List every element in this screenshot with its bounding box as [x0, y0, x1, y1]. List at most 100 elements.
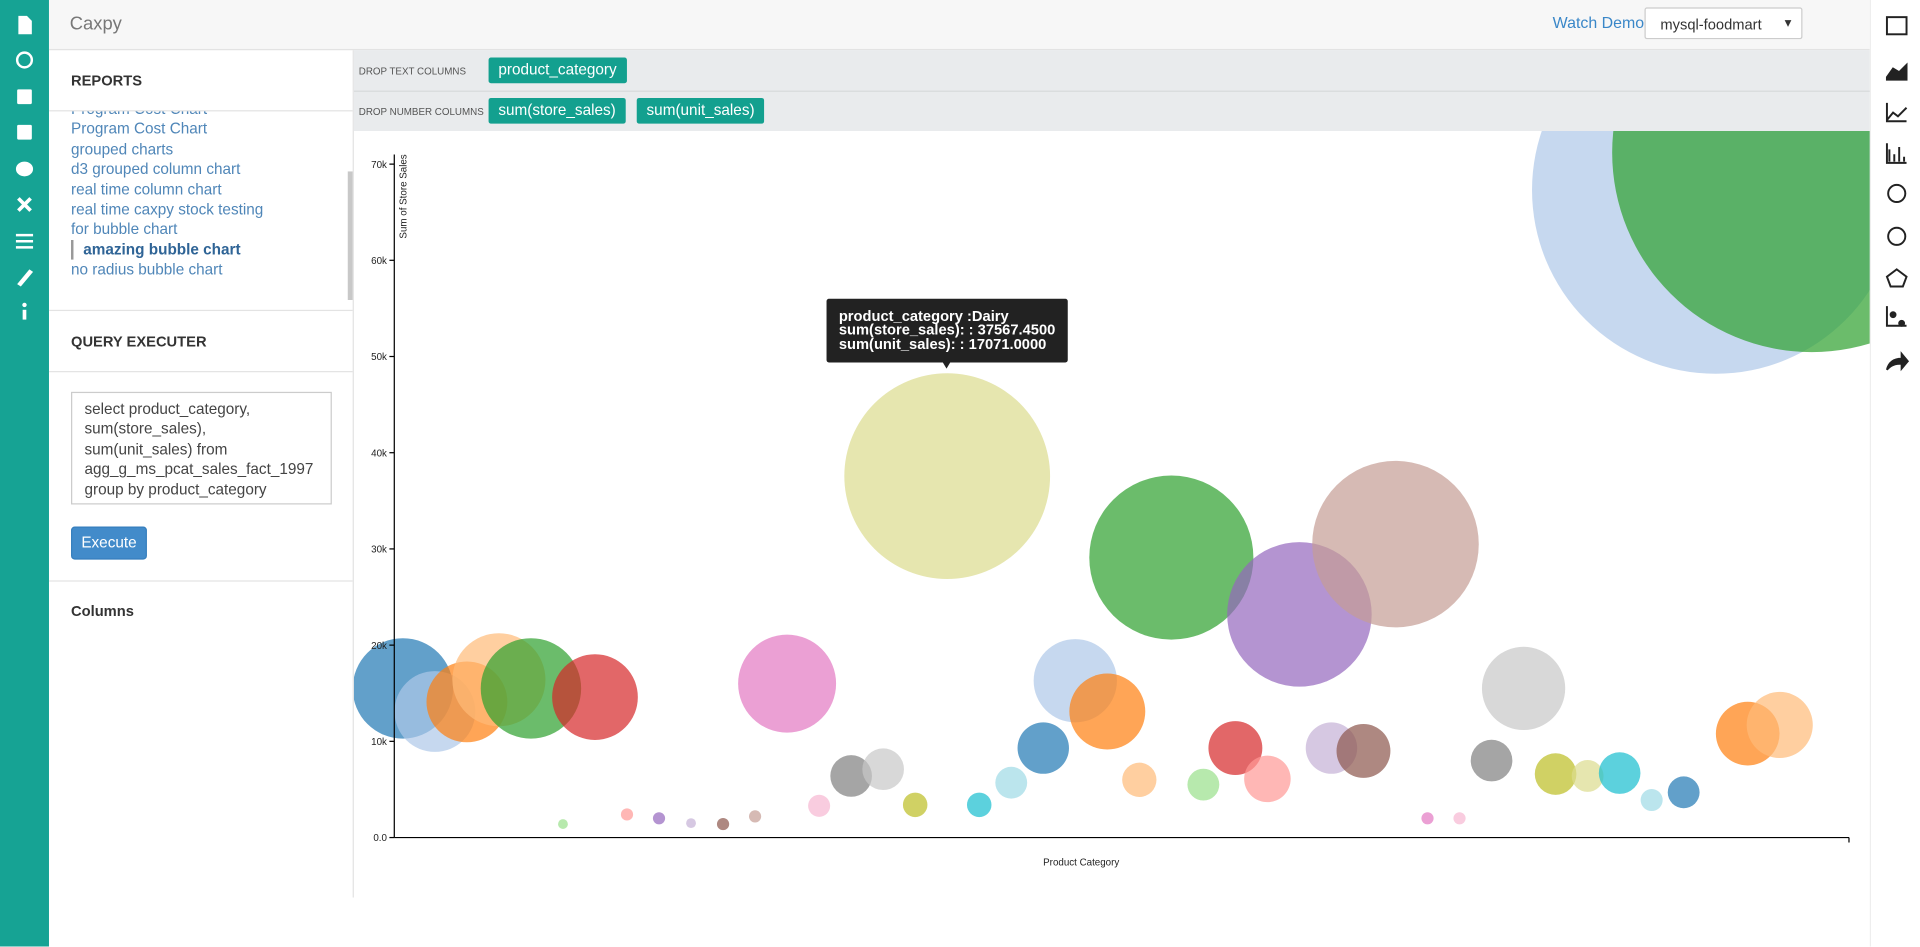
- divider: [48, 110, 353, 112]
- bubble: [844, 373, 1051, 579]
- top-bar: Caxpy Watch Demo mysql-foodmart: [48, 0, 1870, 51]
- bubble: [1667, 776, 1700, 809]
- y-tick-label: 10k: [371, 737, 387, 748]
- report-link[interactable]: real time column chart: [71, 180, 222, 198]
- y-tick-label: 30k: [371, 545, 387, 556]
- bubble: [686, 818, 696, 829]
- x-axis-label: Product Category: [1043, 858, 1119, 869]
- icon-column[interactable]: [1885, 143, 1907, 164]
- report-link[interactable]: real time caxpy stock testing: [71, 200, 264, 218]
- report-link[interactable]: Program Cost Chart: [71, 111, 263, 119]
- report-link[interactable]: Program Cost Chart: [71, 120, 208, 138]
- report-link[interactable]: for bubble chart: [71, 220, 178, 238]
- bubble: [1069, 673, 1146, 750]
- icon-radar[interactable]: [1885, 268, 1908, 288]
- bubble: [1421, 812, 1434, 825]
- bubble: [1244, 755, 1291, 803]
- reports-list: Program Cost ChartProgram Cost Chart grou…: [49, 111, 348, 309]
- icon-settings[interactable]: [15, 233, 34, 249]
- icon-donut[interactable]: [1887, 226, 1907, 246]
- scrollbar[interactable]: [347, 171, 353, 301]
- bubble: [738, 634, 837, 733]
- bubble: [1187, 768, 1220, 801]
- report-link[interactable]: no radius bubble chart: [71, 260, 223, 279]
- report-link[interactable]: amazing bubble chart: [71, 239, 263, 260]
- bubble: [1336, 724, 1391, 778]
- y-axis-label: Sum of Store Sales: [399, 154, 410, 238]
- bubble: [1089, 475, 1254, 640]
- reports-list-inner: Program Cost ChartProgram Cost Chart grou…: [71, 111, 263, 279]
- database-select[interactable]: mysql-foodmart: [1644, 7, 1803, 40]
- columns-title: Columns: [71, 602, 134, 620]
- tooltip-line: sum(store_sales): : 37567.4500: [838, 321, 1056, 339]
- watch-demo-link[interactable]: Watch Demo: [1552, 13, 1645, 32]
- icon-area[interactable]: [1885, 62, 1908, 81]
- chart-type-icons: [1885, 16, 1910, 372]
- y-tick-label: 60k: [371, 256, 387, 267]
- bubble: [902, 792, 928, 818]
- divider: [48, 309, 353, 312]
- bubble: [862, 748, 904, 791]
- report-link[interactable]: d3 grouped column chart: [71, 160, 241, 178]
- icon-database[interactable]: [15, 161, 34, 177]
- icon-table[interactable]: [1885, 16, 1908, 36]
- reports-title: REPORTS: [71, 72, 143, 90]
- bubble: [1571, 760, 1604, 792]
- icon-clock[interactable]: [15, 51, 34, 69]
- icon-brush[interactable]: [17, 269, 34, 287]
- icon-save-as[interactable]: [17, 124, 32, 140]
- tooltip: product_category :Dairy sum(store_sales):…: [826, 298, 1068, 369]
- bubble: [652, 812, 666, 825]
- brand[interactable]: Caxpy: [69, 13, 122, 35]
- y-tick-label: 50k: [371, 352, 387, 363]
- bubble: [1122, 762, 1157, 797]
- y-tick-label: 40k: [371, 448, 387, 459]
- divider: [48, 580, 353, 582]
- tooltip-line: product_category :Dairy: [838, 307, 1009, 325]
- bubble: [620, 808, 634, 821]
- icon-save[interactable]: [17, 89, 32, 105]
- bubble: [748, 810, 762, 823]
- left-panel: REPORTS Program Cost ChartProgram Cost C…: [48, 50, 354, 898]
- bubble: [966, 792, 992, 818]
- report-link[interactable]: grouped charts: [71, 140, 174, 158]
- y-tick-label: 20k: [371, 641, 387, 652]
- bubble: [1453, 812, 1466, 825]
- bubble: [716, 817, 730, 831]
- drop-text-label: DROP TEXT COLUMNS: [358, 66, 467, 78]
- icon-scatter[interactable]: [1889, 311, 1897, 319]
- icon-line[interactable]: [1885, 102, 1908, 123]
- bubble: [808, 794, 831, 817]
- divider: [353, 90, 1870, 92]
- number-column-chip[interactable]: sum(unit_sales): [636, 97, 765, 124]
- bubble: [1534, 753, 1577, 795]
- y-tick-label: 70k: [371, 160, 387, 171]
- bubble: [558, 819, 568, 829]
- bubble-chart: Sum of Store Sales Product Category 0.0 1…: [353, 131, 1870, 869]
- execute-button[interactable]: Execute: [71, 526, 147, 560]
- divider: [48, 371, 353, 373]
- icon-info[interactable]: [22, 309, 27, 320]
- sidebar-icons: [15, 15, 34, 320]
- drop-zone: DROP TEXT COLUMNS DROP NUMBER COLUMNS pr…: [353, 50, 1870, 132]
- bubble: [1017, 722, 1069, 774]
- sidebar: [0, 0, 49, 947]
- number-column-chip[interactable]: sum(store_sales): [488, 97, 626, 124]
- bubble: [552, 654, 638, 740]
- text-column-chip[interactable]: product_category: [488, 57, 627, 84]
- icon-file[interactable]: [18, 15, 32, 35]
- bubble: [995, 766, 1028, 799]
- icon-pie[interactable]: [1887, 183, 1907, 204]
- bubble: [1612, 131, 1870, 353]
- bubble: [830, 755, 872, 797]
- sql-editor[interactable]: select product_category, sum(store_sales…: [71, 391, 332, 505]
- drop-number-label: DROP NUMBER COLUMNS: [358, 106, 484, 118]
- bubble: [1208, 721, 1263, 776]
- query-title: QUERY EXECUTER: [71, 333, 207, 351]
- icon-share[interactable]: [1885, 351, 1910, 372]
- icon-close[interactable]: [17, 197, 32, 212]
- bubble: [1312, 460, 1479, 628]
